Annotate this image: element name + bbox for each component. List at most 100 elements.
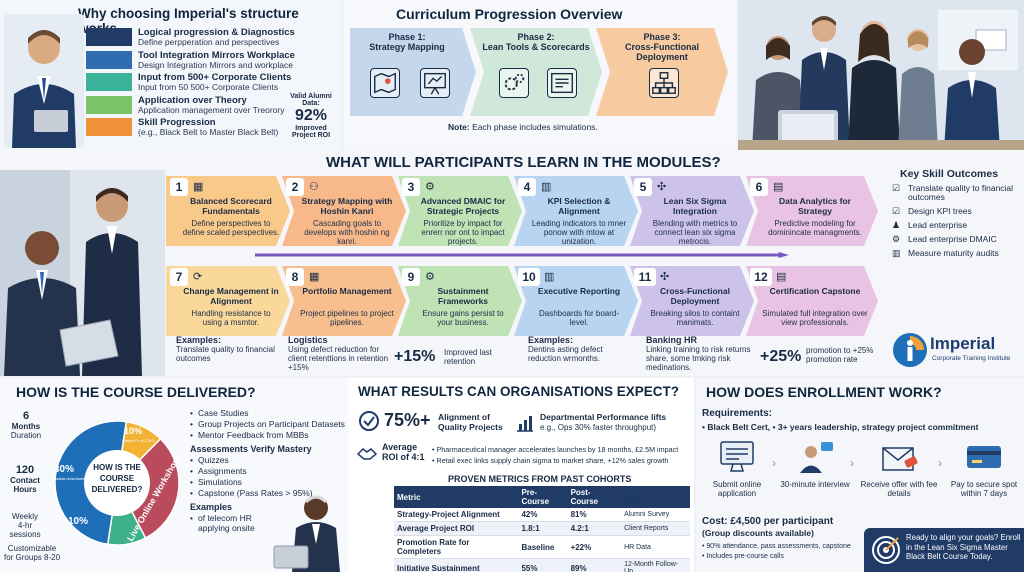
module-title: Data Analytics for Strategy [779,196,851,216]
module-number: 10 [518,268,540,286]
check-circle-icon [359,411,379,431]
skill-label: Translate quality to financial outcomes [908,183,1014,202]
phase-label: Phase 1: [388,32,426,42]
module-arrow-shape [282,176,406,246]
results-panel: WHAT RESULTS CAN ORGANISATIONS EXPECT? 7… [348,378,694,572]
module-arrow-shape [166,176,290,246]
result-bullet: • Retail exec links supply chain sigma t… [432,456,669,465]
alumni-stat: Valid Alumni Data: 92% Improved Project … [286,93,336,139]
cell: Strategy-Project Alignment [394,508,519,522]
delivery-list: Case Studies Group Projects on Participa… [190,408,346,534]
module-desc: Cascading goals to develops with hoshin … [304,219,390,246]
why-item-bar [86,118,132,136]
result-bullet: • Pharmaceutical manager accelerates lau… [432,445,679,454]
module-number: 12 [750,268,772,286]
example-block: Logistics Using defect reduction for clie… [288,335,396,373]
enroll-cta-button[interactable]: Ready to align your goals? Enroll in the… [864,528,1024,572]
table-row: Promotion Rate for Completers Baseline +22… [394,535,690,559]
stat-line2: for Groups 8-20 [3,553,61,562]
stat-line2: Hours [13,485,37,494]
chart-icon: ▥ [892,248,901,258]
donut-label-seg3: 10% [68,516,88,527]
enrollment-title: HOW DOES ENROLLMENT WORK? [706,384,942,400]
businessman-photo [4,14,84,148]
duration-stat: 6 Months Duration [4,410,48,440]
stat-line1: Customizable [7,544,57,553]
module-title: Certification Capstone [769,286,861,296]
presenter-photo [273,495,340,572]
module-desc: Breaking silos to containt manimats. [650,309,740,327]
cell: 42% [518,508,568,522]
module-card: 8 ▦ Portfolio Management Project pipelin… [282,266,406,336]
step-label: 30-minute interview [780,480,850,489]
example-head: Logistics [288,335,328,345]
team-meeting-image [738,0,1024,150]
delivery-panel: HOW IS THE COURSE DELIVERED? 6 Months Dura… [0,378,348,572]
cell: Alumni Survey [621,508,690,522]
module-card: 7 ⟳ Change Management in Alignment Handl… [166,266,290,336]
phase-name: Cross-Functional Deployment [624,42,699,62]
certificate-icon: ▤ [776,271,787,283]
skill-item: ⚙ Lead enterprise DMAIC [888,235,1022,244]
chalkboard-icon [420,68,450,98]
module-desc: Project pipelines to project pipelines. [300,309,394,327]
skill-item: ☑ Design KPI trees [888,207,1022,216]
phase-label: Phase 2: [517,32,555,42]
module-card: 1 ▦ Balanced Scorecard Fundamentals Defi… [166,176,290,246]
cell: Client Reports [621,521,690,536]
skill-label: Measure maturity audits [908,248,999,258]
stat-number: 6 [22,410,30,422]
enrollment-note: • 90% attendance, pass assessments, caps… [702,543,851,550]
module-title: Portfolio Management [302,286,392,296]
why-item-desc: Input from 50 500+ Corporate Clients [138,82,279,92]
cta-text: Ready to align your goals? Enroll in the… [906,533,1021,561]
example-block: Examples: Translate quality to financial … [176,336,286,364]
phase-label: Phase 3: [643,32,681,42]
module-desc: Blending with metrics to connect lean si… [652,219,738,246]
module-number: 1 [170,178,188,196]
scorecard-icon [547,68,577,98]
team-photo [738,0,1024,150]
module-arrow-shape [746,176,878,246]
module-desc: Ensure gains persist to your business. [422,309,504,327]
modules-title: WHAT WILL PARTICIPANTS LEARN IN THE MODU… [326,154,721,171]
module-card: 3 ⚙ Advanced DMAIC for Strategic Project… [398,176,522,246]
delivery-donut-chart: HOW IS THE COURSE DELIVERED? 10% Bistric… [52,420,184,546]
module-card: 6 ▤ Data Analytics for Strategy Predicti… [746,176,878,246]
skill-item: ☑ Translate quality to financial outcomes [888,184,1022,202]
module-desc: Leading indicators to mner ponow with mt… [531,219,627,246]
module-desc: Simulated full integration over view pro… [762,309,868,327]
module-number: 4 [518,178,536,196]
table-row: Initiative Sustainment 55% 89% 12-Month Fol… [394,558,690,572]
why-item-bar [86,73,132,91]
module-number: 8 [286,268,304,286]
module-arrow-shape [514,266,638,336]
modules-timeline-arrow [255,252,789,258]
example-head: Banking HR [646,335,698,345]
target-icon [872,536,900,564]
why-item: Logical progression & Diagnostics Define… [86,26,336,48]
org-chart-icon [649,68,679,98]
module-title: Advanced DMAIC for Strategic Projects [420,196,506,216]
module-arrow-shape [166,266,290,336]
donut-caption-seg2: Ussista Unseduntes [52,476,88,481]
why-item-desc: (e.g., Black Belt to Master Black Belt) [138,127,279,137]
module-title: Strategy Mapping with Hoshin Kanri [301,196,393,216]
module-desc: Handling resistance to using a msmtor. [191,309,271,327]
assessment-item: Simulations [190,477,346,487]
table-header-row: Metric Pre-Course Post-Course Way [394,486,690,508]
col-post: Post-Course [567,486,622,508]
map-icon [370,68,400,98]
example-text: Dentins asting defect reduction wrmonths… [528,345,603,363]
module-card: 9 ⚙ Sustainment Frameworks Ensure gains … [398,266,522,336]
interview-icon [800,442,833,473]
example-head: Examples: [528,335,574,345]
deployment-icon: ✣ [660,271,670,283]
imperial-logo-icon [893,333,927,367]
skill-label: Lead enterprise [908,220,968,230]
phase-name: Lean Tools & Scorecards [482,42,590,52]
results-bullets: • Pharmaceutical manager accelerates lau… [432,444,692,466]
example-block: Banking HR Linking training to risk retur… [646,335,758,373]
delivery-item: Mentor Feedback from MBBs [190,430,346,440]
curriculum-title: Curriculum Progression Overview [396,6,623,22]
